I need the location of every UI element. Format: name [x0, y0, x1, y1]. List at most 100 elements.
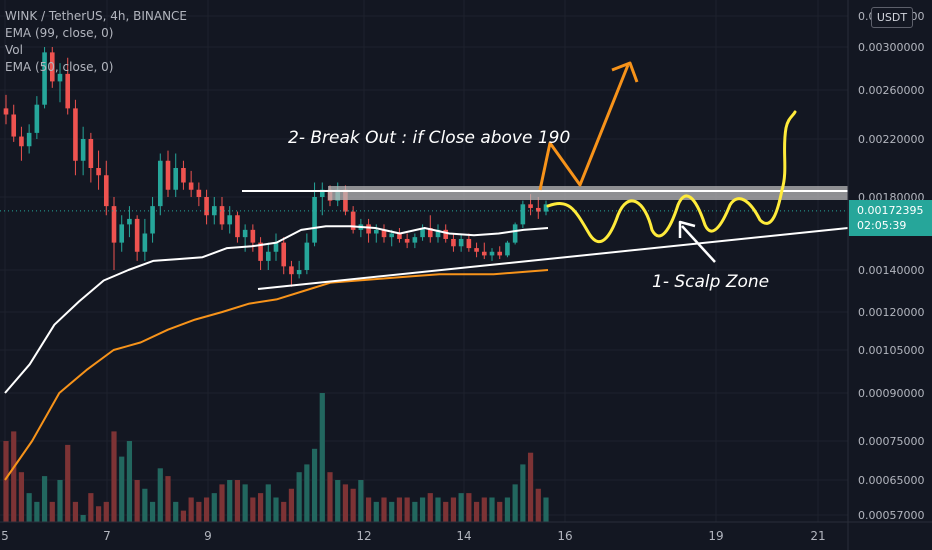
candle-body	[296, 270, 302, 275]
candle-body	[134, 218, 140, 252]
candle-body	[497, 251, 503, 256]
candle-body	[57, 73, 63, 82]
volume-bar	[412, 501, 418, 522]
volume-bar	[250, 497, 256, 522]
volume-bar	[111, 431, 117, 522]
volume-bar	[358, 480, 364, 522]
volume-bars	[3, 393, 549, 522]
volume-bar	[257, 493, 264, 522]
time-tick-label: 5	[1, 529, 9, 543]
resistance-zone	[328, 186, 848, 200]
volume-bar	[11, 431, 17, 522]
candle-body	[258, 242, 263, 261]
candle-body	[389, 233, 395, 238]
last-price: 0.00172395	[857, 204, 924, 217]
volume-bar	[473, 501, 480, 522]
volume-bar	[443, 501, 449, 522]
candle-body	[96, 168, 101, 176]
symbol-title[interactable]: WINK / TetherUS, 4h, BINANCE	[5, 9, 188, 23]
candle-body	[319, 189, 325, 197]
price-tick-label: 0.00120000	[858, 306, 924, 319]
candle-body	[34, 104, 40, 133]
volume-bar	[335, 480, 341, 522]
volume-bar	[49, 501, 55, 522]
volume-bar	[26, 493, 32, 522]
volume-bar	[126, 441, 133, 522]
volume-bar	[543, 497, 549, 522]
volume-bar	[134, 480, 140, 522]
price-tick-label: 0.00140000	[858, 264, 924, 277]
volume-bar	[188, 497, 194, 522]
breakout-annotation: 2- Break Out : if Close above 190	[288, 128, 570, 148]
candle-body	[181, 168, 186, 183]
volume-bar	[219, 484, 225, 522]
volume-bar	[281, 501, 287, 522]
currency-button[interactable]: USDT	[871, 7, 913, 28]
time-tick-label: 21	[810, 529, 825, 543]
volume-bar	[458, 493, 464, 522]
ema-lines	[4, 225, 549, 481]
volume-bar	[435, 497, 441, 522]
candle-body	[111, 206, 117, 243]
candle-body	[505, 242, 510, 256]
candle-body	[3, 108, 9, 115]
price-tick-label: 0.00105000	[858, 344, 924, 357]
candle-body	[204, 197, 209, 216]
volume-bar	[72, 501, 79, 522]
candle-body	[88, 139, 94, 168]
scalp-zone-annotation: 1- Scalp Zone	[652, 272, 769, 292]
volume-bar	[489, 497, 495, 522]
candle-body	[373, 229, 379, 234]
ema50-legend[interactable]: EMA (50, close, 0)	[5, 60, 114, 74]
volume-bar	[88, 493, 94, 522]
candle-body	[343, 189, 348, 212]
scalp-pointer	[681, 225, 716, 263]
ema99-legend[interactable]: EMA (99, close, 0)	[5, 26, 114, 40]
candle-body	[19, 136, 24, 147]
volume-bar	[103, 501, 109, 522]
volume-bar	[389, 501, 395, 522]
price-tick-label: 0.00075000	[858, 435, 924, 448]
volume-bar	[466, 493, 472, 522]
ema50-line	[4, 269, 549, 481]
volume-bar	[404, 497, 410, 522]
candle-body	[227, 215, 233, 225]
candle-body	[404, 238, 410, 243]
candle-body	[73, 108, 78, 161]
volume-bar	[327, 472, 333, 522]
candle-body	[142, 233, 148, 252]
candle-body	[281, 242, 287, 267]
candle-body	[489, 251, 495, 256]
volume-bar	[381, 497, 387, 522]
candle-body	[173, 168, 179, 190]
candle-body	[435, 229, 441, 238]
candle-body	[150, 206, 155, 234]
volume-bar	[41, 476, 48, 522]
candle-body	[119, 224, 125, 243]
price-axis-bg	[848, 0, 932, 522]
volume-bar	[157, 468, 163, 522]
price-tick-label: 0.00220000	[858, 133, 924, 146]
volume-bar	[142, 488, 148, 522]
legend: WINK / TetherUS, 4h, BINANCE EMA (99, cl…	[5, 8, 187, 76]
time-axis[interactable]: 5 7 9 12 14 16 19 21	[0, 521, 932, 543]
volume-bar	[273, 497, 279, 522]
volume-legend[interactable]: Vol	[5, 43, 23, 57]
price-tick-label: 0.00260000	[858, 84, 924, 97]
candle-body	[11, 114, 17, 137]
time-tick-label: 7	[103, 529, 111, 543]
price-axis[interactable]: 0.003400000.003000000.002600000.00220000…	[847, 0, 932, 550]
breakout-arrow	[538, 64, 630, 191]
volume-bar	[180, 510, 187, 522]
volume-bar	[527, 452, 534, 522]
time-tick-label: 12	[356, 529, 371, 543]
candle-body	[420, 228, 425, 238]
time-tick-label: 16	[557, 529, 572, 543]
scalp-wave	[546, 110, 797, 243]
time-tick-label: 9	[204, 529, 212, 543]
candle-body	[265, 251, 271, 261]
support-trendline	[257, 227, 849, 290]
volume-bar	[288, 488, 295, 522]
